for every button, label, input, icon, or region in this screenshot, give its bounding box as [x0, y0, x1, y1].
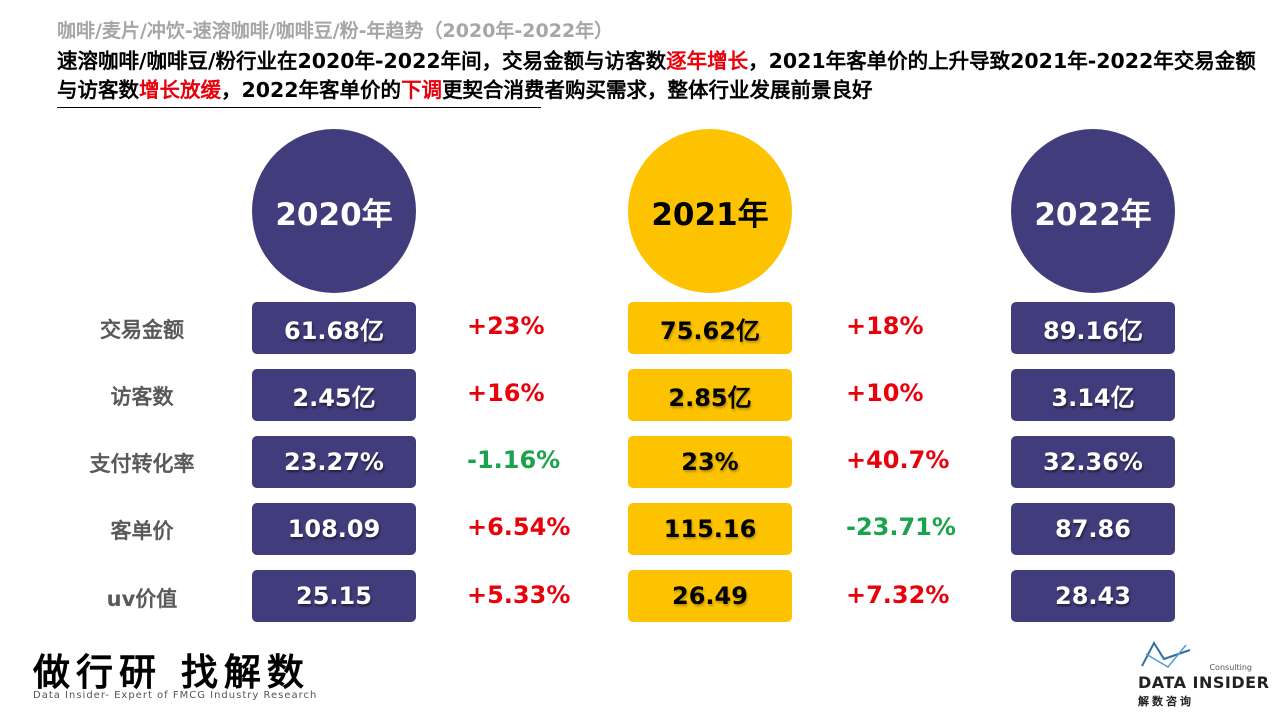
change-gmv-2021-2022: +18%: [846, 312, 924, 340]
row-label-conversion: 支付转化率: [89, 452, 195, 476]
headline-text-4: 更契合消费者购买需求，整体行业发展前景良好: [442, 78, 873, 102]
company-logo: Consulting DATA INSIDER 解数咨询: [1136, 636, 1270, 716]
change-uv-value-2020-2021: +5.33%: [467, 581, 571, 609]
headline-text-2: ，2021年客单价的上升导致2021年-2022年交易金额与访客数: [57, 49, 1256, 102]
headline: 速溶咖啡/咖啡豆/粉行业在2020年-2022年间，交易金额与访客数逐年增长，2…: [57, 47, 1257, 105]
change-avg-order-2020-2021: +6.54%: [467, 513, 571, 541]
value-box-visitors-2022: 3.14亿: [1011, 369, 1175, 421]
value-box-avg-order-2022: 87.86: [1011, 503, 1175, 555]
value-box-visitors-2021: 2.85亿: [628, 369, 792, 421]
logo-chinese-name: 解数咨询: [1138, 695, 1194, 708]
value-box-uv-value-2020: 25.15: [252, 570, 416, 622]
change-gmv-2020-2021: +23%: [467, 312, 545, 340]
change-visitors-2021-2022: +10%: [846, 379, 924, 407]
row-label-avg-order: 客单价: [110, 519, 174, 543]
change-uv-value-2021-2022: +7.32%: [846, 581, 950, 609]
value-box-gmv-2021: 75.62亿: [628, 302, 792, 354]
year-circle-2022: 2022年: [1011, 129, 1175, 293]
footer-slogan: 做行研 找解数: [33, 650, 310, 694]
value-box-gmv-2020: 61.68亿: [252, 302, 416, 354]
logo-consulting-text: Consulting: [1209, 663, 1252, 672]
logo-name: DATA INSIDER: [1138, 673, 1270, 692]
value-box-gmv-2022: 89.16亿: [1011, 302, 1175, 354]
headline-highlight-2: 增长放缓: [139, 78, 221, 102]
headline-underline: [57, 107, 541, 108]
change-avg-order-2021-2022: -23.71%: [846, 513, 956, 541]
year-circle-2020: 2020年: [252, 129, 416, 293]
row-label-gmv: 交易金额: [100, 318, 184, 342]
page-subtitle: 咖啡/麦片/冲饮-速溶咖啡/咖啡豆/粉-年趋势（2020年-2022年）: [57, 20, 614, 42]
year-circle-2021: 2021年: [628, 129, 792, 293]
headline-highlight-1: 逐年增长: [666, 49, 749, 73]
headline-text-1: 速溶咖啡/咖啡豆/粉行业在2020年-2022年间，交易金额与访客数: [57, 49, 667, 73]
headline-text-3: ，2022年客单价的: [221, 78, 402, 102]
value-box-conversion-2020: 23.27%: [252, 436, 416, 488]
row-label-uv-value: uv价值: [106, 587, 178, 611]
value-box-conversion-2021: 23%: [628, 436, 792, 488]
logo-mark-icon: [1141, 640, 1191, 668]
value-box-conversion-2022: 32.36%: [1011, 436, 1175, 488]
change-conversion-2020-2021: -1.16%: [467, 446, 561, 474]
change-conversion-2021-2022: +40.7%: [846, 446, 950, 474]
row-label-visitors: 访客数: [110, 385, 174, 409]
change-visitors-2020-2021: +16%: [467, 379, 545, 407]
value-box-uv-value-2021: 26.49: [628, 570, 792, 622]
footer-tagline: Data Insider- Expert of FMCG Industry Re…: [33, 690, 318, 701]
value-box-avg-order-2021: 115.16: [628, 503, 792, 555]
value-box-uv-value-2022: 28.43: [1011, 570, 1175, 622]
value-box-avg-order-2020: 108.09: [252, 503, 416, 555]
value-box-visitors-2020: 2.45亿: [252, 369, 416, 421]
headline-highlight-3: 下调: [401, 78, 443, 102]
